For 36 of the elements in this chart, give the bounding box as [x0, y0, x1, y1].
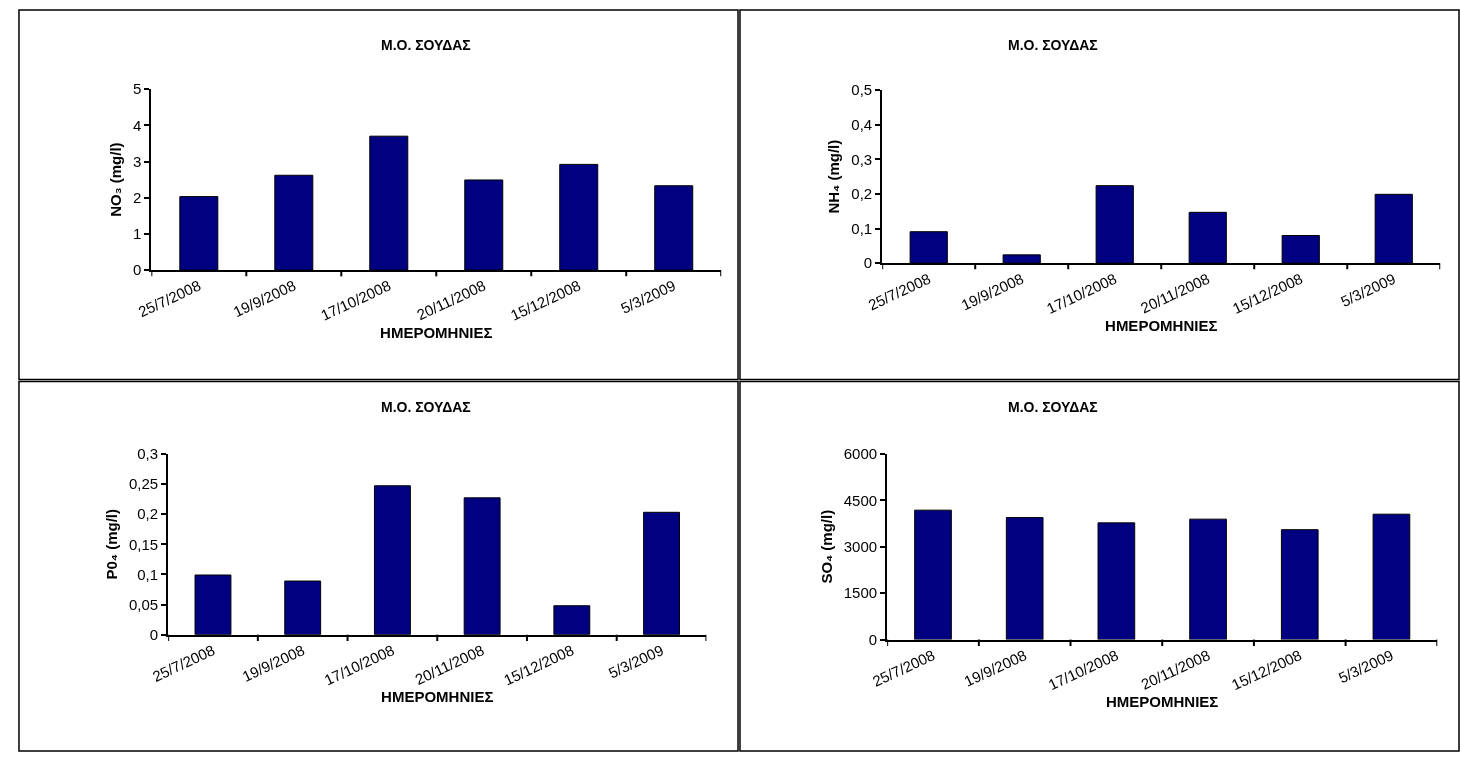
y-axis-title: NO₃ (mg/l) [106, 142, 124, 217]
chart-title: Μ.Ο. ΣΟΥΔΑΣ [1008, 37, 1098, 53]
y-tick-label: 0,1 [137, 565, 159, 583]
y-tick-label: 0,2 [137, 505, 159, 523]
x-axis-title: ΗΜΕΡΟΜΗΝΙΕΣ [381, 688, 494, 706]
chart-title: Μ.Ο. ΣΟΥΔΑΣ [381, 399, 471, 415]
y-tick-label: 1 [132, 225, 142, 243]
y-axis-title: NH₄ (mg/l) [825, 139, 843, 214]
y-tick-label: 3 [132, 152, 142, 170]
y-tick-label: 1500 [843, 584, 878, 602]
y-axis-title: P0₄ (mg/l) [102, 509, 120, 580]
y-tick-label: 0 [863, 254, 873, 272]
y-tick-label: 0,5 [851, 81, 873, 99]
y-axis-title: SO₄ (mg/l) [817, 509, 835, 584]
y-tick-label: 4 [132, 116, 142, 134]
chart-title: Μ.Ο. ΣΟΥΔΑΣ [1008, 399, 1098, 415]
y-tick-label: 2 [132, 188, 142, 206]
y-tick-label: 0 [132, 261, 142, 279]
y-tick-label: 0,1 [851, 219, 873, 237]
y-tick-label: 0,05 [128, 595, 159, 613]
y-tick-label: 0 [868, 630, 878, 648]
y-tick-label: 4500 [843, 491, 878, 509]
y-tick-label: 6000 [843, 445, 878, 463]
y-tick-label: 0,15 [128, 535, 159, 553]
y-tick-label: 0,25 [128, 475, 159, 493]
x-axis-title: ΗΜΕΡΟΜΗΝΙΕΣ [1106, 693, 1219, 711]
y-tick-label: 0,3 [851, 150, 873, 168]
y-tick-label: 0,2 [851, 185, 873, 203]
y-tick-label: 0 [149, 625, 159, 643]
x-axis-title: ΗΜΕΡΟΜΗΝΙΕΣ [380, 323, 493, 341]
y-tick-label: 0,4 [851, 116, 873, 133]
y-tick-label: 5 [132, 80, 142, 98]
y-tick-label: 0,3 [137, 445, 159, 463]
y-tick-label: 3000 [843, 537, 878, 555]
chart-title: Μ.Ο. ΣΟΥΔΑΣ [381, 37, 471, 53]
x-axis-title: ΗΜΕΡΟΜΗΝΙΕΣ [1105, 316, 1218, 334]
